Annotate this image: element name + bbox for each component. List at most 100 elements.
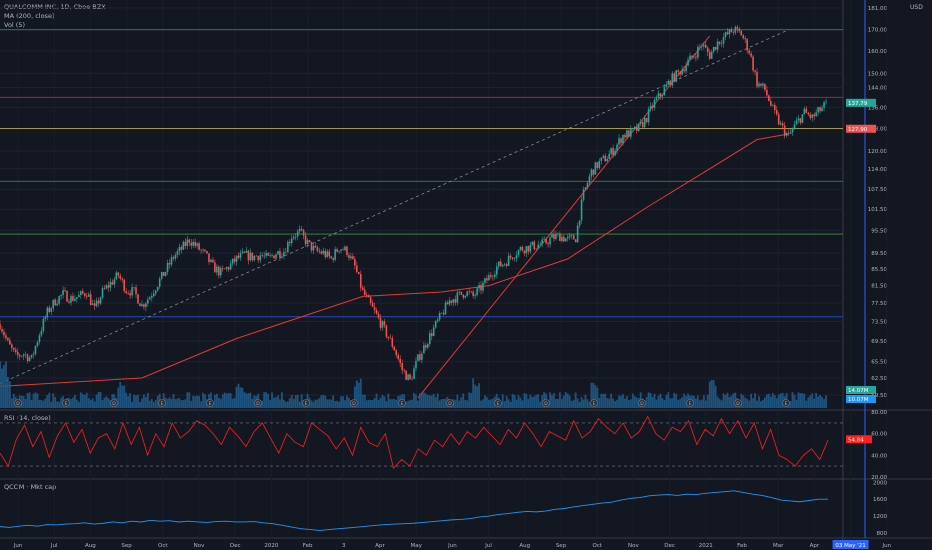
y-tick-label: 114.00	[868, 167, 888, 173]
volume-bar	[529, 394, 532, 408]
y-tick-label: 89.50	[871, 251, 887, 257]
price-label-badge	[846, 124, 876, 133]
volume-bar	[438, 400, 441, 408]
volume-bar	[489, 399, 492, 408]
y-tick-label: 77.50	[871, 301, 887, 307]
candle-body	[381, 321, 384, 328]
x-tick-label: Nov	[194, 543, 205, 549]
candle-body	[561, 236, 563, 242]
volume-bar	[298, 401, 301, 408]
x-tick-label: 03 May '21	[835, 543, 865, 549]
volume-bar	[677, 400, 680, 408]
candle-body	[18, 354, 21, 357]
volume-bar	[620, 395, 622, 408]
candle-body	[160, 272, 163, 279]
volume-bar	[442, 399, 445, 408]
volume-bar	[714, 385, 717, 408]
x-tick-label: Apr	[375, 543, 385, 549]
candle-body	[701, 46, 703, 47]
volume-bar	[420, 392, 423, 408]
candle-body	[770, 101, 772, 106]
candle-body	[683, 69, 685, 72]
candle-body	[147, 299, 149, 304]
candle-body	[438, 312, 441, 320]
candle-body	[306, 240, 309, 245]
volume-bar	[391, 399, 394, 408]
symbol-title: QUALCOMM INC, 1D, Cboe BZX	[4, 3, 106, 11]
volume-bar	[590, 382, 593, 408]
volume-bar	[665, 394, 668, 408]
volume-bar	[137, 394, 139, 408]
volume-bar	[659, 393, 662, 408]
volume-bar	[24, 399, 27, 408]
rsi-tick-label: 20.00	[871, 475, 887, 481]
candle-body	[442, 312, 445, 315]
volume-bar	[46, 395, 49, 408]
candle-body	[736, 26, 739, 29]
volume-bar	[756, 400, 758, 408]
volume-bar	[204, 394, 206, 408]
volume-bar	[322, 394, 325, 408]
volume-bar	[107, 398, 110, 408]
candle-body	[290, 238, 293, 244]
candle-body	[527, 246, 530, 252]
candle-body	[795, 120, 798, 125]
candle-body	[233, 258, 236, 262]
candle-body	[194, 241, 196, 246]
volume-bar	[815, 392, 818, 408]
volume-bar	[582, 399, 585, 408]
event-marker-label: E	[689, 401, 692, 407]
candle-body	[143, 304, 145, 307]
mcap-tick-label: 1600	[873, 497, 887, 503]
volume-bar	[683, 393, 685, 408]
volume-bar	[702, 395, 705, 408]
ma-legend: MA (200, close)	[4, 12, 55, 20]
candle-body	[582, 189, 585, 200]
volume-bar	[245, 393, 248, 408]
x-tick-label: May	[411, 543, 423, 549]
volume-bar	[40, 399, 43, 408]
candle-body	[265, 253, 267, 256]
candle-body	[13, 347, 15, 350]
volume-bar	[813, 398, 816, 408]
volume-bar	[626, 396, 628, 408]
volume-bar	[533, 396, 536, 408]
candle-body	[24, 354, 27, 356]
candle-body	[563, 236, 565, 242]
candle-body	[505, 264, 508, 266]
candle-body	[302, 230, 305, 236]
currency-label: USD	[910, 4, 923, 11]
volume-bar	[75, 399, 78, 408]
candle-body	[691, 55, 693, 58]
candle-body	[501, 264, 504, 267]
candle-body	[101, 288, 104, 298]
candle-body	[89, 294, 92, 305]
candle-body	[257, 256, 260, 261]
volume-bar	[143, 394, 145, 408]
x-tick-label: Oct	[158, 543, 168, 549]
candle-body	[474, 295, 476, 296]
candle-body	[675, 70, 677, 82]
event-marker-label: D	[352, 401, 356, 407]
volume-bar	[166, 398, 169, 408]
candle-body	[188, 239, 191, 243]
candle-body	[365, 294, 368, 296]
candle-body	[665, 84, 668, 88]
candle-body	[565, 238, 567, 242]
candle-body	[151, 295, 153, 298]
event-marker	[590, 399, 598, 407]
candle-body	[651, 105, 654, 108]
volume-bar	[119, 382, 122, 408]
volume-bar	[26, 392, 29, 408]
candle-body	[206, 251, 208, 254]
candle-body	[671, 73, 674, 86]
event-marker-label: E	[785, 401, 788, 407]
volume-bar	[342, 396, 344, 408]
event-marker	[254, 399, 262, 407]
candle-body	[7, 338, 9, 341]
candle-body	[409, 374, 411, 380]
volume-bar	[265, 392, 268, 408]
event-marker	[446, 399, 454, 407]
volume-bar	[273, 397, 275, 408]
